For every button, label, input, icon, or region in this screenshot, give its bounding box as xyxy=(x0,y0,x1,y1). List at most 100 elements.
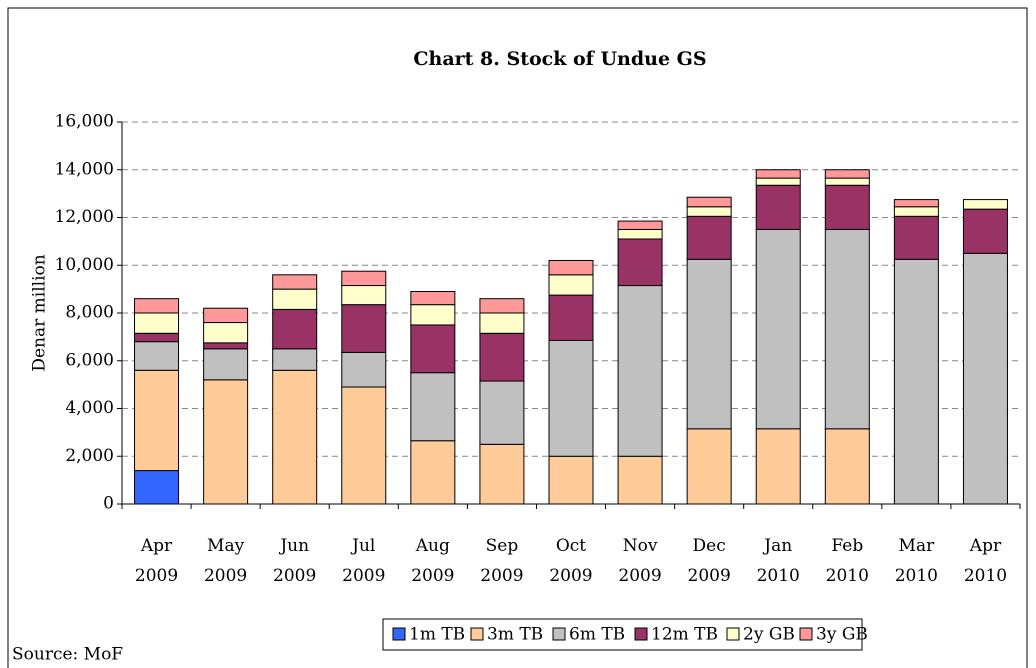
bar-segment xyxy=(617,455,663,505)
y-tick-label: 10,000 xyxy=(55,255,114,275)
y-axis-label: Denar million xyxy=(30,254,50,371)
bar-segment xyxy=(410,304,456,326)
bar-segment xyxy=(479,443,525,505)
bar-segment xyxy=(341,304,387,353)
bar-segment xyxy=(479,298,525,314)
x-tick-label: Jan 2010 xyxy=(756,536,800,586)
legend-label: 12m TB xyxy=(651,625,718,645)
x-tick-label: Nov 2009 xyxy=(618,536,662,586)
bar-segment xyxy=(893,215,939,260)
legend-swatch xyxy=(470,627,484,641)
bar-segment xyxy=(962,252,1008,505)
y-tick-label: 0 xyxy=(103,494,114,514)
x-tick-label: Oct 2009 xyxy=(549,536,593,586)
bar-segment xyxy=(686,428,732,505)
x-tick-label: Aug 2009 xyxy=(411,536,455,586)
legend-label: 3m TB xyxy=(487,625,543,645)
bar-segment xyxy=(341,270,387,287)
x-tick-label: May 2009 xyxy=(203,536,248,586)
bar-segment xyxy=(410,440,456,505)
y-tick-label: 4,000 xyxy=(65,398,114,418)
bar-segment xyxy=(686,206,732,217)
bar-segment xyxy=(617,228,663,240)
y-tick-label: 12,000 xyxy=(55,207,114,227)
legend-label: 2y GB xyxy=(743,625,795,645)
bar-segment xyxy=(272,348,318,371)
x-tick-label: Feb 2010 xyxy=(825,536,869,586)
bar-segment xyxy=(203,307,249,324)
bar-segment xyxy=(203,379,249,505)
bar-segment xyxy=(962,199,1008,210)
bar-segment xyxy=(134,332,180,343)
bar-segment xyxy=(824,184,870,230)
bar-segment xyxy=(686,215,732,260)
x-tick-label: Jul 2009 xyxy=(342,536,386,586)
bar-segment xyxy=(410,291,456,306)
legend-swatch xyxy=(392,627,406,641)
bar-segment xyxy=(548,339,594,457)
legend-label: 3y GB xyxy=(816,625,868,645)
bar-segment xyxy=(479,380,525,445)
bar-segment xyxy=(272,369,318,505)
bar-segment xyxy=(272,274,318,290)
x-tick-label: Jun 2009 xyxy=(273,536,317,586)
bar-segment xyxy=(824,169,870,179)
bar-segment xyxy=(824,177,870,186)
bar-segment xyxy=(824,228,870,430)
bar-segment xyxy=(893,258,939,505)
bar-segment xyxy=(203,342,249,350)
y-tick-label: 6,000 xyxy=(65,350,114,370)
bar-segment xyxy=(203,322,249,344)
bar-segment xyxy=(755,428,801,505)
bar-segment xyxy=(962,208,1008,254)
x-tick-label: Sep 2009 xyxy=(480,536,524,586)
x-tick-label: Dec 2009 xyxy=(687,536,731,586)
bar-segment xyxy=(824,428,870,505)
y-tick-label: 16,000 xyxy=(55,112,114,132)
legend-swatch xyxy=(634,627,648,641)
bar-segment xyxy=(893,206,939,217)
bar-segment xyxy=(203,348,249,381)
bar-segment xyxy=(479,332,525,382)
bar-segment xyxy=(341,351,387,388)
bar-segment xyxy=(617,285,663,457)
source: Source: MoF xyxy=(12,645,123,665)
y-tick-label: 14,000 xyxy=(55,159,114,179)
legend-swatch xyxy=(552,627,566,641)
bar-segment xyxy=(686,196,732,208)
bar-segment xyxy=(755,169,801,179)
bar-segment xyxy=(410,372,456,442)
bar-segment xyxy=(410,324,456,374)
bar-segment xyxy=(134,341,180,371)
bar-segment xyxy=(755,184,801,230)
bar-segment xyxy=(755,177,801,186)
x-tick-label: Apr 2010 xyxy=(963,536,1008,586)
x-tick-label: Apr 2009 xyxy=(134,536,179,586)
bar-segment xyxy=(893,199,939,208)
bar-segment xyxy=(134,369,180,472)
bar-segment xyxy=(272,288,318,310)
bar-segment xyxy=(548,455,594,505)
bar-segment xyxy=(479,312,525,334)
bar-segment xyxy=(548,274,594,296)
bar-segment xyxy=(548,294,594,341)
legend-label: 1m TB xyxy=(409,625,465,645)
y-tick-label: 2,000 xyxy=(65,446,114,466)
legend xyxy=(382,618,863,651)
bar-segment xyxy=(134,298,180,314)
bar-segment xyxy=(134,312,180,334)
x-tick-label: Mar 2010 xyxy=(894,536,938,586)
legend-swatch xyxy=(726,627,740,641)
bar-segment xyxy=(548,259,594,276)
bar-segment xyxy=(341,386,387,505)
bar-segment xyxy=(134,470,180,505)
bar-segment xyxy=(272,308,318,350)
legend-label: 6m TB xyxy=(569,625,625,645)
y-tick-label: 8,000 xyxy=(65,303,114,323)
legend-swatch xyxy=(799,627,813,641)
bar-segment xyxy=(617,238,663,287)
chart-title: Chart 8. Stock of Undue GS xyxy=(413,48,706,70)
bar-segment xyxy=(341,285,387,306)
